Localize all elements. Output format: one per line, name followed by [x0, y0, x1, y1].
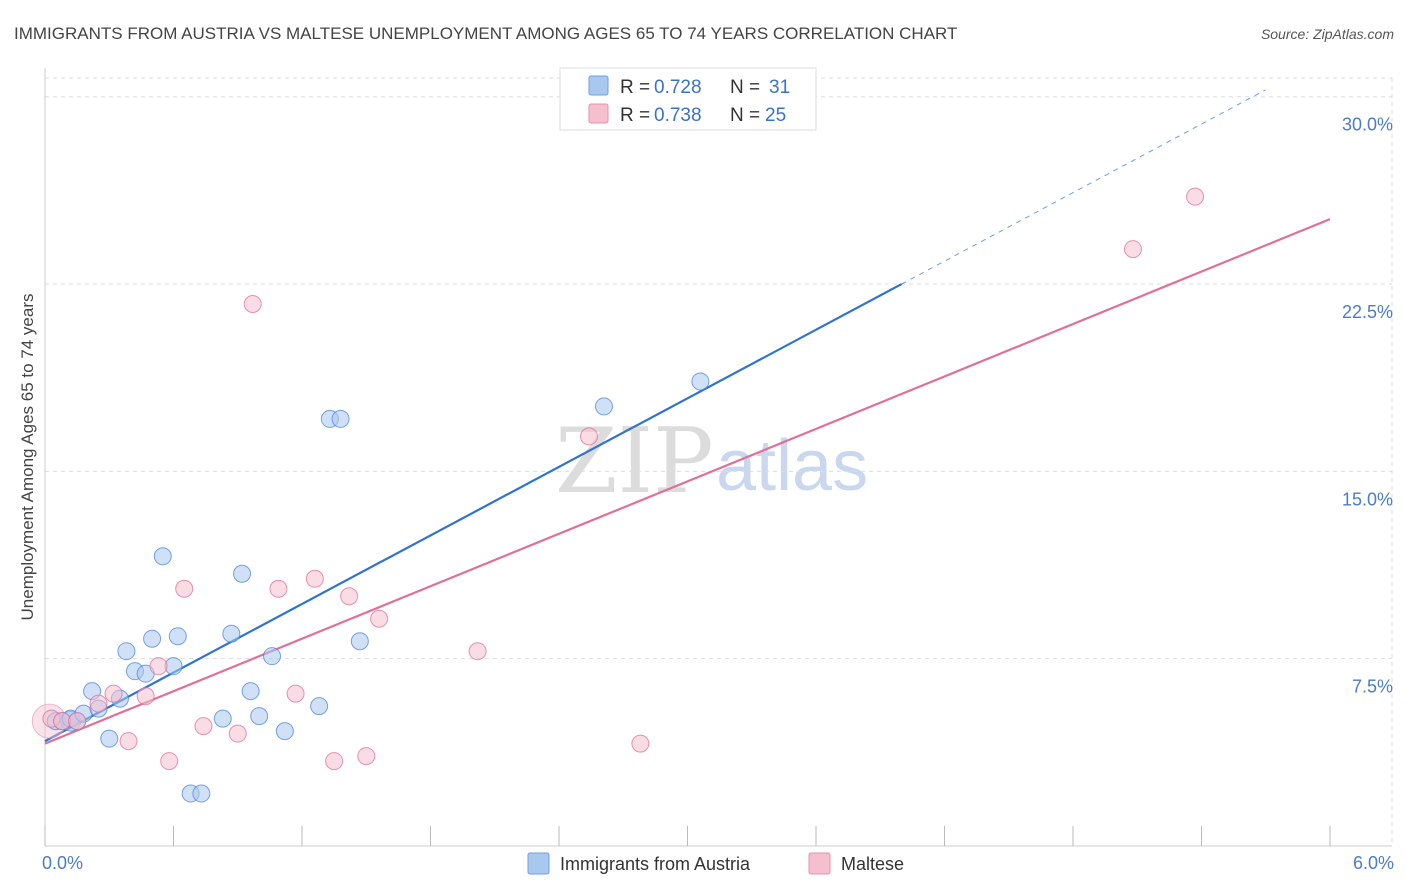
trend-line-0 — [44, 283, 903, 743]
point-austria-29 — [594, 397, 613, 416]
y-tick-label-3: 30.0% — [1342, 115, 1393, 135]
point-austria-7 — [100, 729, 119, 748]
y-tick-label-1: 15.0% — [1342, 489, 1393, 509]
point-austria-15 — [168, 627, 187, 646]
point-maltese-11 — [228, 724, 247, 743]
point-austria-25 — [310, 697, 329, 716]
point-maltese-18 — [357, 747, 376, 766]
point-maltese-2 — [68, 712, 87, 731]
point-maltese-10 — [194, 717, 213, 736]
x-tick-label-0: 0.0% — [42, 853, 83, 873]
x-tick-label-1: 6.0% — [1353, 853, 1394, 873]
trend-lines — [44, 89, 1331, 745]
point-maltese-8 — [160, 752, 179, 771]
point-maltese-15 — [305, 569, 324, 588]
legend-r-label-austria: R = — [620, 77, 650, 98]
point-maltese-9 — [175, 579, 194, 598]
point-austria-13 — [153, 547, 172, 566]
point-austria-30 — [691, 372, 710, 391]
legend-r-value-maltese: 0.738 — [654, 105, 702, 126]
legend-swatch-austria — [588, 75, 609, 96]
point-maltese-4 — [104, 684, 123, 703]
legend-r-value-austria: 0.728 — [654, 77, 702, 98]
point-maltese-12 — [243, 295, 262, 314]
legend-n-label-maltese: N = — [730, 105, 760, 126]
point-maltese-1 — [53, 712, 72, 731]
y-axis-label: Unemployment Among Ages 65 to 74 years — [18, 294, 37, 621]
point-austria-24 — [275, 722, 294, 741]
series-legend: Immigrants from Austria Maltese — [527, 852, 904, 875]
legend-r-label-maltese: R = — [620, 105, 650, 126]
data-points — [31, 187, 1205, 803]
point-maltese-23 — [1123, 240, 1142, 259]
legend-swatch-maltese — [588, 103, 609, 124]
chart-source: Source: ZipAtlas.com — [1261, 26, 1394, 42]
point-austria-12 — [143, 629, 162, 648]
point-austria-9 — [117, 642, 136, 661]
point-maltese-3 — [89, 694, 108, 713]
point-maltese-14 — [286, 684, 305, 703]
point-austria-19 — [222, 624, 241, 643]
point-austria-28 — [350, 632, 369, 651]
point-maltese-5 — [119, 732, 138, 751]
point-maltese-6 — [136, 687, 155, 706]
legend-n-label-austria: N = — [730, 77, 760, 98]
bottom-legend-label-austria: Immigrants from Austria — [560, 854, 751, 874]
watermark-zip: ZIP — [555, 409, 714, 514]
point-austria-22 — [250, 707, 269, 726]
y-tick-label-2: 22.5% — [1342, 302, 1393, 322]
point-maltese-19 — [370, 609, 389, 628]
point-maltese-24 — [1186, 187, 1205, 206]
trend-line-1 — [44, 218, 1331, 745]
point-austria-20 — [233, 564, 252, 583]
watermark: ZIP atlas — [555, 409, 868, 514]
point-austria-23 — [263, 647, 282, 666]
point-maltese-7 — [149, 657, 168, 676]
point-austria-27 — [331, 409, 350, 428]
point-maltese-21 — [579, 427, 598, 446]
point-maltese-17 — [340, 587, 359, 606]
point-maltese-20 — [468, 642, 487, 661]
point-austria-21 — [241, 682, 260, 701]
bottom-legend-swatch-austria — [527, 852, 550, 875]
y-tick-label-0: 7.5% — [1352, 677, 1393, 697]
tick-labels: 7.5% 15.0% 22.5% 30.0% 0.0% 6.0% — [42, 115, 1394, 873]
point-austria-18 — [213, 709, 232, 728]
chart-title: IMMIGRANTS FROM AUSTRIA VS MALTESE UNEMP… — [14, 24, 957, 43]
point-maltese-22 — [631, 734, 650, 753]
legend-n-value-maltese: 25 — [765, 105, 786, 126]
legend-n-value-austria: 31 — [769, 77, 790, 98]
point-maltese-13 — [269, 579, 288, 598]
bottom-legend-swatch-maltese — [808, 852, 831, 875]
correlation-legend: R = 0.728 N = 31 R = 0.738 N = 25 — [559, 67, 817, 131]
point-maltese-16 — [325, 752, 344, 771]
point-austria-14 — [164, 657, 183, 676]
trend-extension-0 — [901, 89, 1266, 285]
point-austria-17 — [192, 784, 211, 803]
bottom-legend-label-maltese: Maltese — [841, 854, 904, 874]
